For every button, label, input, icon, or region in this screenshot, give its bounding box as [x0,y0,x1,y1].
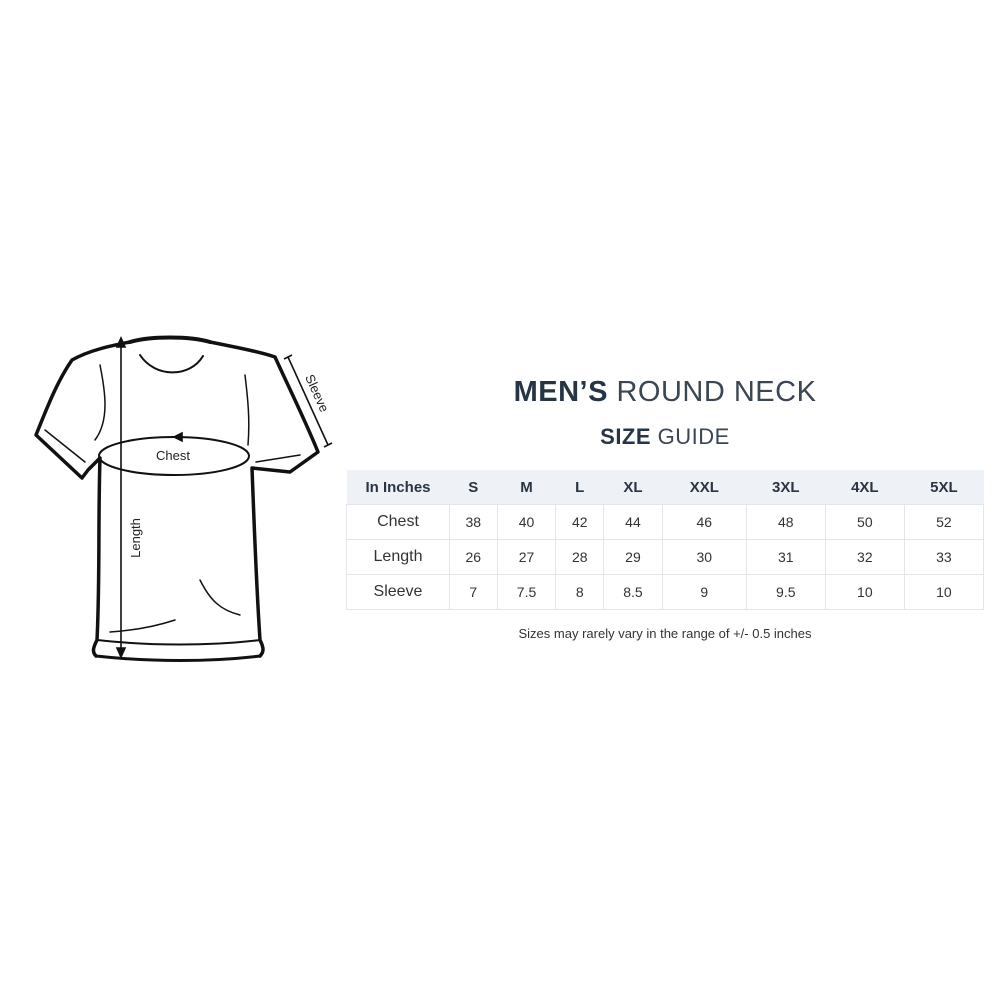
column-header: XL [603,470,663,505]
table-cell: 27 [496,539,557,575]
title-light: ROUND NECK [616,376,817,408]
sleeve-measure-line [287,356,329,446]
shirt-collar [128,335,212,344]
shirt-neckline [139,354,204,374]
table-cell: 30 [661,539,747,575]
shirt-hem-line [96,639,261,646]
shirt-sleeve-hem-left [44,429,86,463]
chest-arrow [172,431,183,443]
table-row: Chest 38 40 42 44 46 48 50 52 [346,504,985,540]
table-cell: 8 [555,574,605,610]
page-title: MEN’S ROUND NECK [345,376,985,409]
shirt-outline-left [34,340,132,658]
table-cell: 38 [449,504,498,540]
table-cell: 44 [603,504,663,540]
length-label: Length [128,518,143,558]
table-row: Sleeve 7 7.5 8 8.5 9 9.5 10 10 [346,574,985,610]
column-header: M [497,470,556,505]
table-cell: 42 [555,504,605,540]
chest-label: Chest [156,448,190,463]
table-header-row: In Inches S M L XL XXL 3XL 4XL 5XL [346,470,984,505]
table-cell: 28 [555,539,605,575]
table-cell: 8.5 [603,574,663,610]
table-cell: 50 [824,504,905,540]
shirt-sleeve-hem-right [255,454,301,463]
row-label: Length [346,539,450,575]
table-row: Length 26 27 28 29 30 31 32 33 [346,539,985,575]
column-header: 4XL [825,470,905,505]
table-cell: 10 [824,574,905,610]
table-cell: 32 [824,539,905,575]
table-cell: 7.5 [496,574,557,610]
table-cell: 9 [661,574,747,610]
subtitle-bold: SIZE [600,424,652,449]
column-header: In Inches [346,470,450,505]
column-header: 3XL [746,470,826,505]
table-cell: 48 [745,504,826,540]
page-subtitle: SIZE GUIDE [345,424,985,450]
length-arrow-bottom [115,647,127,659]
table-cell: 26 [449,539,498,575]
table-cell: 46 [661,504,747,540]
table-cell: 52 [903,504,985,540]
column-header: S [449,470,498,505]
size-note: Sizes may rarely vary in the range of +/… [518,626,812,641]
length-arrow-top [115,336,127,348]
column-header: 5XL [904,470,984,505]
table-cell: 10 [903,574,985,610]
shirt-outline-right [208,340,320,658]
table-cell: 29 [603,539,663,575]
size-table: In Inches S M L XL XXL 3XL 4XL 5XL Chest… [346,470,985,610]
sleeve-label: Sleeve [302,372,332,414]
row-label: Sleeve [346,574,450,610]
row-label: Chest [346,504,450,540]
column-header: L [555,470,604,505]
column-header: XXL [662,470,747,505]
table-cell: 33 [903,539,985,575]
title-bold: MEN’S [513,376,608,408]
table-cell: 31 [745,539,826,575]
subtitle-light: GUIDE [657,424,730,449]
table-cell: 7 [449,574,498,610]
table-cell: 9.5 [745,574,826,610]
shirt-hem [94,654,262,662]
table-cell: 40 [496,504,557,540]
